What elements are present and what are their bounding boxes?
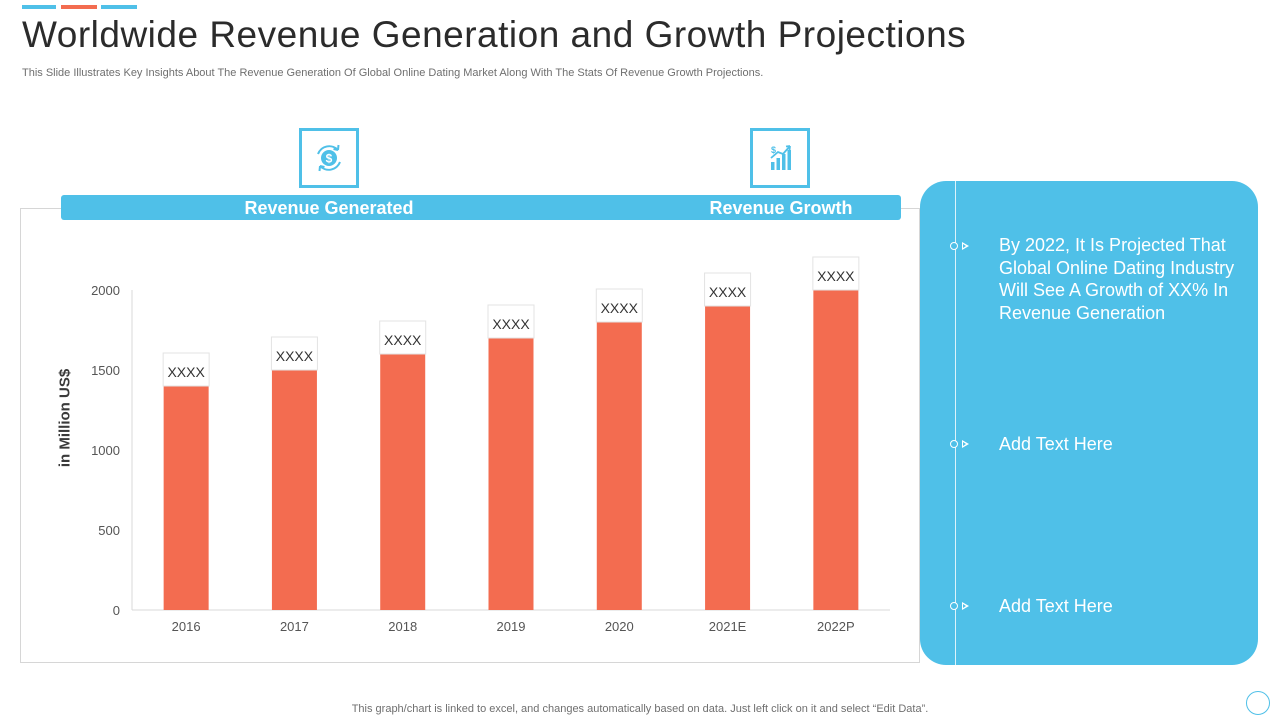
growth-chart-icon: $ <box>750 128 810 188</box>
data-label: XXXX <box>276 348 314 364</box>
bar <box>813 290 859 610</box>
bar <box>380 354 426 610</box>
insight-text-3: Add Text Here <box>999 596 1113 616</box>
data-label: XXXX <box>709 284 747 300</box>
data-label-box <box>487 304 535 339</box>
x-tick-label: 2020 <box>605 619 634 634</box>
y-tick-label: 1000 <box>91 443 120 458</box>
data-label: XXXX <box>384 332 422 348</box>
bullet-dot-1 <box>950 242 958 250</box>
page-title: Worldwide Revenue Generation and Growth … <box>22 14 967 55</box>
data-label-box <box>812 256 860 291</box>
revenue-growth-label: Revenue Growth <box>709 198 853 218</box>
page-subtitle: This Slide Illustrates Key Insights Abou… <box>22 67 764 79</box>
bullet-arrow-icon-2 <box>962 440 969 448</box>
data-label-box <box>270 336 318 371</box>
x-tick-label: 2016 <box>172 619 201 634</box>
x-tick-label: 2022P <box>817 619 855 634</box>
svg-text:$: $ <box>326 152 333 166</box>
revenue-generated-label: Revenue Generated <box>244 198 414 218</box>
y-tick-label: 500 <box>98 523 120 538</box>
x-tick-label: 2019 <box>497 619 526 634</box>
data-label-box <box>379 320 427 355</box>
timeline-line <box>955 181 956 665</box>
data-label-box <box>595 288 643 323</box>
x-tick-label: 2021E <box>709 619 747 634</box>
decor-bar-blue-2 <box>101 5 137 9</box>
decor-bar-orange <box>61 5 97 9</box>
corner-circle-icon <box>1246 691 1270 715</box>
bullet-arrow-icon-1 <box>962 242 969 250</box>
x-tick-label: 2017 <box>280 619 309 634</box>
data-label: XXXX <box>167 364 205 380</box>
decor-bar-blue-1 <box>22 5 56 9</box>
bar <box>488 338 534 610</box>
chart-header-band: Revenue Generated Revenue Growth <box>61 195 901 220</box>
bullet-dot-3 <box>950 602 958 610</box>
footnote: This graph/chart is linked to excel, and… <box>351 703 929 715</box>
y-tick-label: 1500 <box>91 363 120 378</box>
data-label-box <box>162 352 210 387</box>
x-tick-label: 2018 <box>388 619 417 634</box>
data-label: XXXX <box>492 316 530 332</box>
bar <box>271 370 317 610</box>
insight-text-1: By 2022, It Is Projected That Global Onl… <box>999 235 1235 323</box>
insight-text-2: Add Text Here <box>999 434 1113 454</box>
revenue-cycle-icon: $ <box>299 128 359 188</box>
y-tick-label: 2000 <box>91 283 120 298</box>
bar <box>163 386 209 610</box>
bullet-arrow-icon-3 <box>962 602 969 610</box>
bar <box>596 322 642 610</box>
bar <box>705 306 751 610</box>
data-label: XXXX <box>817 268 855 284</box>
data-label: XXXX <box>601 300 639 316</box>
bullet-dot-2 <box>950 440 958 448</box>
y-tick-label: 0 <box>113 603 120 618</box>
svg-text:$: $ <box>771 145 776 155</box>
data-label-box <box>704 272 752 307</box>
insights-panel: By 2022, It Is Projected That Global Onl… <box>920 181 1258 665</box>
